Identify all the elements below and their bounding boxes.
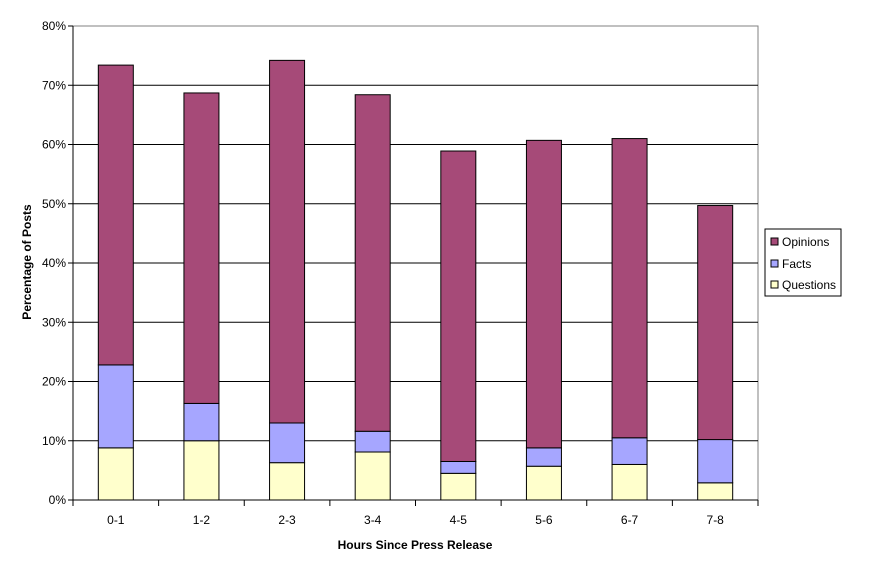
bar-segment-questions-0-1	[97, 447, 134, 501]
legend: Opinions Facts Questions	[764, 228, 842, 297]
legend-label-questions: Questions	[782, 278, 836, 292]
bar-segment-facts-4-5	[440, 460, 477, 474]
x-tick-label: 3-4	[364, 513, 382, 527]
y-tick-labels: 0% 10% 20% 30% 40% 50% 60% 70% 80%	[42, 19, 66, 507]
bar-segment-opinions-7-8	[697, 205, 734, 441]
x-tick-label: 7-8	[707, 513, 725, 527]
bar-segment-facts-0-1	[97, 364, 134, 449]
y-tick-label: 30%	[42, 315, 66, 329]
legend-label-facts: Facts	[782, 257, 811, 271]
y-tick-label: 50%	[42, 197, 66, 211]
x-tick-label: 4-5	[450, 513, 468, 527]
y-tick-label: 0%	[49, 493, 67, 507]
bar-segment-facts-5-6	[525, 447, 562, 467]
y-tick-label: 70%	[42, 78, 66, 92]
bar-segment-questions-5-6	[525, 465, 562, 501]
bar-segment-opinions-4-5	[440, 150, 477, 462]
bar-segment-facts-1-2	[183, 402, 220, 442]
legend-swatch-questions	[770, 280, 779, 289]
bar-segment-opinions-6-7	[611, 138, 648, 439]
x-axis-title: Hours Since Press Release	[338, 538, 493, 552]
bar-segment-facts-7-8	[697, 439, 734, 484]
bar-segment-questions-3-4	[354, 451, 391, 501]
y-tick-label: 10%	[42, 434, 66, 448]
legend-swatch-opinions	[770, 237, 779, 246]
bar-segment-opinions-1-2	[183, 92, 220, 404]
x-tick-labels: 0-1 1-2 2-3 3-4 4-5 5-6 6-7 7-8	[107, 513, 724, 527]
bars	[97, 59, 734, 501]
bar-segment-questions-2-3	[269, 462, 306, 501]
x-tick-label: 1-2	[193, 513, 211, 527]
x-tick-label: 6-7	[621, 513, 639, 527]
bar-segment-opinions-5-6	[525, 139, 562, 449]
x-tick-label: 2-3	[278, 513, 296, 527]
bar-segment-questions-1-2	[183, 440, 220, 501]
y-tick-label: 20%	[42, 375, 66, 389]
y-tick-label: 80%	[42, 19, 66, 33]
legend-swatch-facts	[770, 259, 779, 268]
bar-segment-questions-6-7	[611, 463, 648, 501]
x-tick-label: 5-6	[535, 513, 553, 527]
axes	[68, 25, 759, 506]
y-tick-label: 60%	[42, 138, 66, 152]
bar-segment-facts-3-4	[354, 430, 391, 453]
y-tick-label: 40%	[42, 256, 66, 270]
legend-label-opinions: Opinions	[782, 235, 829, 249]
bar-segment-questions-4-5	[440, 472, 477, 501]
x-tick-label: 0-1	[107, 513, 125, 527]
bar-segment-opinions-3-4	[354, 94, 391, 432]
bar-segment-opinions-0-1	[97, 64, 134, 366]
bar-segment-questions-7-8	[697, 482, 734, 501]
gridlines	[72, 25, 759, 501]
bar-segment-opinions-2-3	[269, 59, 306, 424]
bar-segment-facts-2-3	[269, 422, 306, 464]
y-axis-title: Percentage of Posts	[20, 204, 34, 320]
bar-segment-facts-6-7	[611, 437, 648, 465]
